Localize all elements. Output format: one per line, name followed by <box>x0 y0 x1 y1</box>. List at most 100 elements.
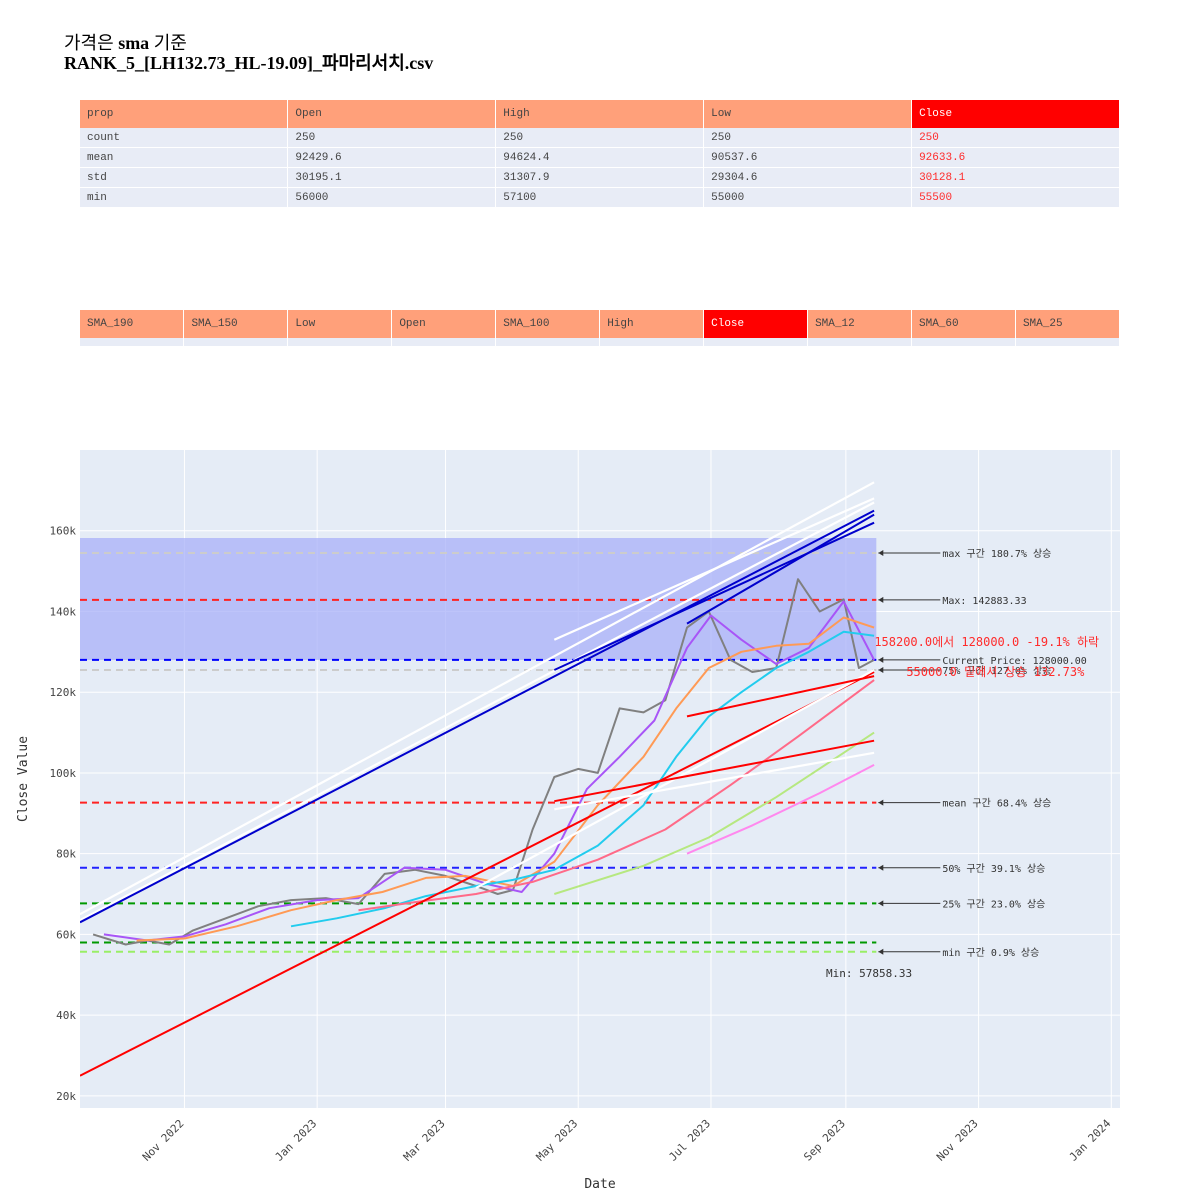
table-header-cell: SMA_25 <box>1015 310 1121 338</box>
table-cell: 250 <box>911 128 1120 148</box>
y-tick-label: 40k <box>56 1009 76 1022</box>
table-header-cell: High <box>599 310 705 338</box>
series-line <box>290 630 875 928</box>
table-cell: 31307.9 <box>495 167 705 188</box>
reference-line-label: 25% 구간 23.0% 상승 <box>942 898 1045 910</box>
series-line <box>136 616 875 942</box>
table-header-cell: SMA_190 <box>80 310 185 338</box>
y-tick-label: 160k <box>50 525 77 538</box>
table-cell <box>703 338 809 347</box>
arrow-head-icon <box>878 596 884 603</box>
table-cell: 90537.6 <box>703 147 913 168</box>
table-cell: 55500 <box>911 187 1120 208</box>
table-cell <box>287 338 393 347</box>
table-cell <box>1015 338 1121 347</box>
series-line <box>553 497 875 641</box>
x-tick-label: Nov 2022 <box>140 1117 187 1164</box>
table-cell: 92633.6 <box>911 147 1120 168</box>
series-line <box>358 679 875 912</box>
table-row: std 30195.1 31307.9 29304.6 30128.1 <box>80 167 1120 188</box>
table-row: mean 92429.6 94624.4 90537.6 92633.6 <box>80 147 1120 168</box>
x-tick-label: Jul 2023 <box>666 1117 713 1164</box>
table-cell: 250 <box>495 128 705 148</box>
series-line <box>554 751 875 811</box>
y-axis-title: Close Value <box>16 736 31 822</box>
drop-annotation: 158200.0에서 128000.0 -19.1% 하락 <box>874 635 1099 649</box>
title-prefix: 가격은 <box>64 33 119 53</box>
table-cell: 30128.1 <box>911 167 1120 188</box>
x-tick-label: Sep 2023 <box>801 1117 848 1164</box>
table-cell: min <box>80 187 289 208</box>
y-tick-label: 60k <box>56 928 76 941</box>
price-chart: 20k 40k 60k 80k 100k 120k 140k 160k Nov 2022 Jan … <box>16 450 1120 1192</box>
series-line <box>80 481 875 916</box>
arrow-head-icon <box>878 656 884 663</box>
columns-table: SMA_190 SMA_150 Low Open SMA_100 High Close SMA… <box>80 310 1121 347</box>
series-line <box>686 764 875 855</box>
reference-line-label: Max: 142883.33 <box>942 596 1026 607</box>
arrow-head-icon <box>878 948 884 955</box>
table-header-cell: Low <box>287 310 393 338</box>
x-axis-title: Date <box>584 1177 615 1192</box>
y-tick-label: 120k <box>50 686 77 699</box>
y-tick-label: 140k <box>50 605 77 618</box>
table-cell <box>183 338 289 347</box>
min-annotation: Min: 57858.33 <box>826 967 912 980</box>
table-header-cell: SMA_12 <box>807 310 912 338</box>
arrow-head-icon <box>878 667 884 674</box>
table-cell <box>807 338 912 347</box>
table-cell <box>391 338 497 347</box>
table-cell: 30195.1 <box>287 167 497 188</box>
reference-line-label: Current Price: 128000.00 <box>942 656 1087 667</box>
table-cell <box>911 338 1016 347</box>
stats-table: prop Open High Low Close count 250 250 250 250 me… <box>80 100 1120 208</box>
series-line <box>553 521 875 671</box>
table-header-cell: SMA_60 <box>911 310 1016 338</box>
table-header-cell: Close <box>703 310 809 338</box>
table-cell: 56000 <box>287 187 497 208</box>
table-header-cell: SMA_100 <box>495 310 601 338</box>
table-cell: 250 <box>703 128 913 148</box>
table-header-cell: SMA_150 <box>183 310 289 338</box>
y-tick-label: 80k <box>56 848 76 861</box>
reference-line-label: 50% 구간 39.1% 상승 <box>942 863 1045 875</box>
table-header-cell: prop <box>80 100 289 128</box>
x-tick-label: Mar 2023 <box>401 1117 448 1164</box>
chart-title: 가격은 sma 기준 RANK_5_[LH132.73_HL-19.09]_파마… <box>64 33 433 73</box>
x-tick-label: Nov 2023 <box>934 1117 981 1164</box>
title-line-1: 가격은 sma 기준 <box>64 33 433 53</box>
table-cell: mean <box>80 147 289 168</box>
table-header-cell: Low <box>703 100 913 128</box>
x-tick-label: Jan 2024 <box>1067 1117 1114 1164</box>
arrow-head-icon <box>878 549 884 556</box>
series-line <box>553 731 875 895</box>
table-cell <box>495 338 601 347</box>
reference-line-label: min 구간 0.9% 상승 <box>942 947 1039 959</box>
x-tick-label: Jan 2023 <box>273 1117 320 1164</box>
table-cell: 55000 <box>703 187 913 208</box>
series-line <box>92 578 875 946</box>
table-cell: 57100 <box>495 187 705 208</box>
table-row: count 250 250 250 250 <box>80 128 1120 148</box>
reference-line-label: max 구간 180.7% 상승 <box>942 548 1051 560</box>
table-cell: 92429.6 <box>287 147 497 168</box>
title-bold: sma <box>118 33 150 53</box>
reference-line-label: mean 구간 68.4% 상승 <box>942 798 1051 810</box>
series-line <box>80 501 875 922</box>
arrow-head-icon <box>878 799 884 806</box>
series-line <box>686 675 875 718</box>
table-cell: std <box>80 167 289 188</box>
table-header-cell: Open <box>391 310 497 338</box>
table-cell <box>80 338 185 347</box>
table-cell: 94624.4 <box>495 147 705 168</box>
x-tick-label: May 2023 <box>534 1117 581 1164</box>
table-row: min 56000 57100 55000 55500 <box>80 187 1120 208</box>
title-line-2: RANK_5_[LH132.73_HL-19.09]_파마리서치.csv <box>64 53 434 73</box>
plot-content <box>80 481 877 1077</box>
series-line <box>80 671 875 1077</box>
table-cell: 250 <box>287 128 497 148</box>
arrow-head-icon <box>878 864 884 871</box>
series-line <box>554 739 875 803</box>
arrow-head-icon <box>878 900 884 907</box>
rise-annotation: 55000.0 밑에서 상승 132.73% <box>906 665 1085 679</box>
